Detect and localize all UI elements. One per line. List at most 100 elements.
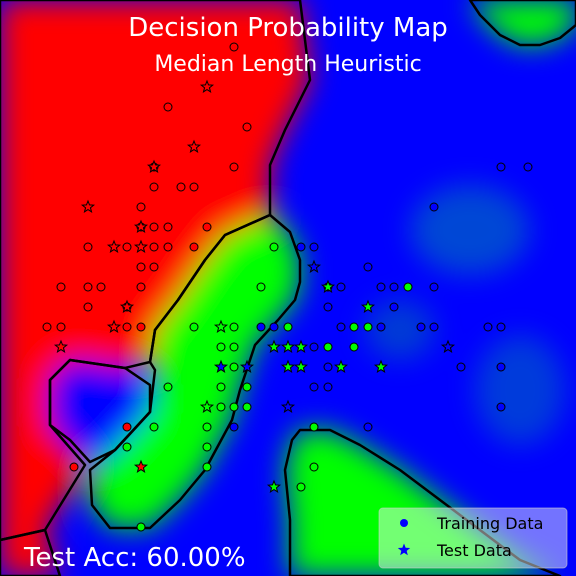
training-point [242,402,252,412]
training-point [496,162,506,172]
region-blue-5 [50,360,150,462]
test-point [186,139,202,153]
soft-patch-teal-1 [410,185,530,275]
training-point [136,282,146,292]
region-green-2 [90,215,300,528]
training-point [389,282,399,292]
training-point [363,422,373,432]
test-point [213,359,229,373]
training-point [363,322,373,332]
training-point [136,322,146,332]
training-point [336,282,346,292]
training-point [269,242,279,252]
chart-subtitle: Median Length Heuristic [154,52,421,77]
training-point [229,342,239,352]
training-point [149,222,159,232]
training-point [309,462,319,472]
test-point [293,359,309,373]
test-point [266,339,282,353]
test-point [333,359,349,373]
training-point [416,322,426,332]
chart-title: Decision Probability Map [128,13,448,43]
training-point [323,362,333,372]
training-point [229,42,239,52]
decision-boundary-1 [0,528,62,576]
decision-boundary-3 [283,428,562,576]
training-point [189,242,199,252]
test-point [80,199,96,213]
training-point [136,202,146,212]
training-point [69,462,79,472]
training-point [229,422,239,432]
training-point [202,222,212,232]
training-point [456,362,466,372]
training-point [349,322,359,332]
training-point [202,462,212,472]
training-point [189,322,199,332]
training-point [229,402,239,412]
training-point [229,162,239,172]
training-point [122,422,132,432]
test-accuracy-annotation: Test Acc: 60.00% [23,543,246,573]
training-point [216,342,226,352]
training-point [83,242,93,252]
training-point [229,322,239,332]
training-point [229,362,239,372]
training-point [163,242,173,252]
training-point [283,322,293,332]
test-point [199,79,215,93]
training-point [136,262,146,272]
training-point [403,282,413,292]
training-point [323,342,333,352]
test-point [320,279,336,293]
legend-marker-training [400,519,408,527]
region-red-1 [0,530,60,576]
test-point [199,399,215,413]
legend-label-training: Training Data [436,514,543,533]
test-point [266,479,282,493]
decision-boundary-4 [468,0,576,47]
training-point [309,242,319,252]
training-point [429,282,439,292]
training-point [136,522,146,532]
training-point [83,302,93,312]
training-point [256,322,266,332]
test-point [440,339,456,353]
training-point [496,322,506,332]
data-points [42,42,533,532]
test-point [373,359,389,373]
training-point [496,362,506,372]
training-point [376,282,386,292]
training-point [523,162,533,172]
test-point [133,219,149,233]
training-point [389,302,399,312]
legend-marker-test [397,543,411,556]
test-point [119,299,135,313]
region-green-4 [470,0,576,45]
training-point [323,382,333,392]
test-point [146,159,162,173]
training-point [202,422,212,432]
soft-patch-teal-3 [365,300,435,360]
training-point [83,282,93,292]
test-point [106,319,122,333]
training-point [149,422,159,432]
legend-label-test: Test Data [436,541,512,560]
test-point [306,259,322,273]
training-point [323,302,333,312]
test-point [239,359,255,373]
training-point [242,122,252,132]
training-point [216,402,226,412]
training-point [163,102,173,112]
training-point [56,282,66,292]
training-point [483,322,493,332]
training-point [163,222,173,232]
training-point [149,242,159,252]
test-point [280,359,296,373]
training-point [496,402,506,412]
training-point [309,382,319,392]
test-point [293,339,309,353]
training-point [269,322,279,332]
